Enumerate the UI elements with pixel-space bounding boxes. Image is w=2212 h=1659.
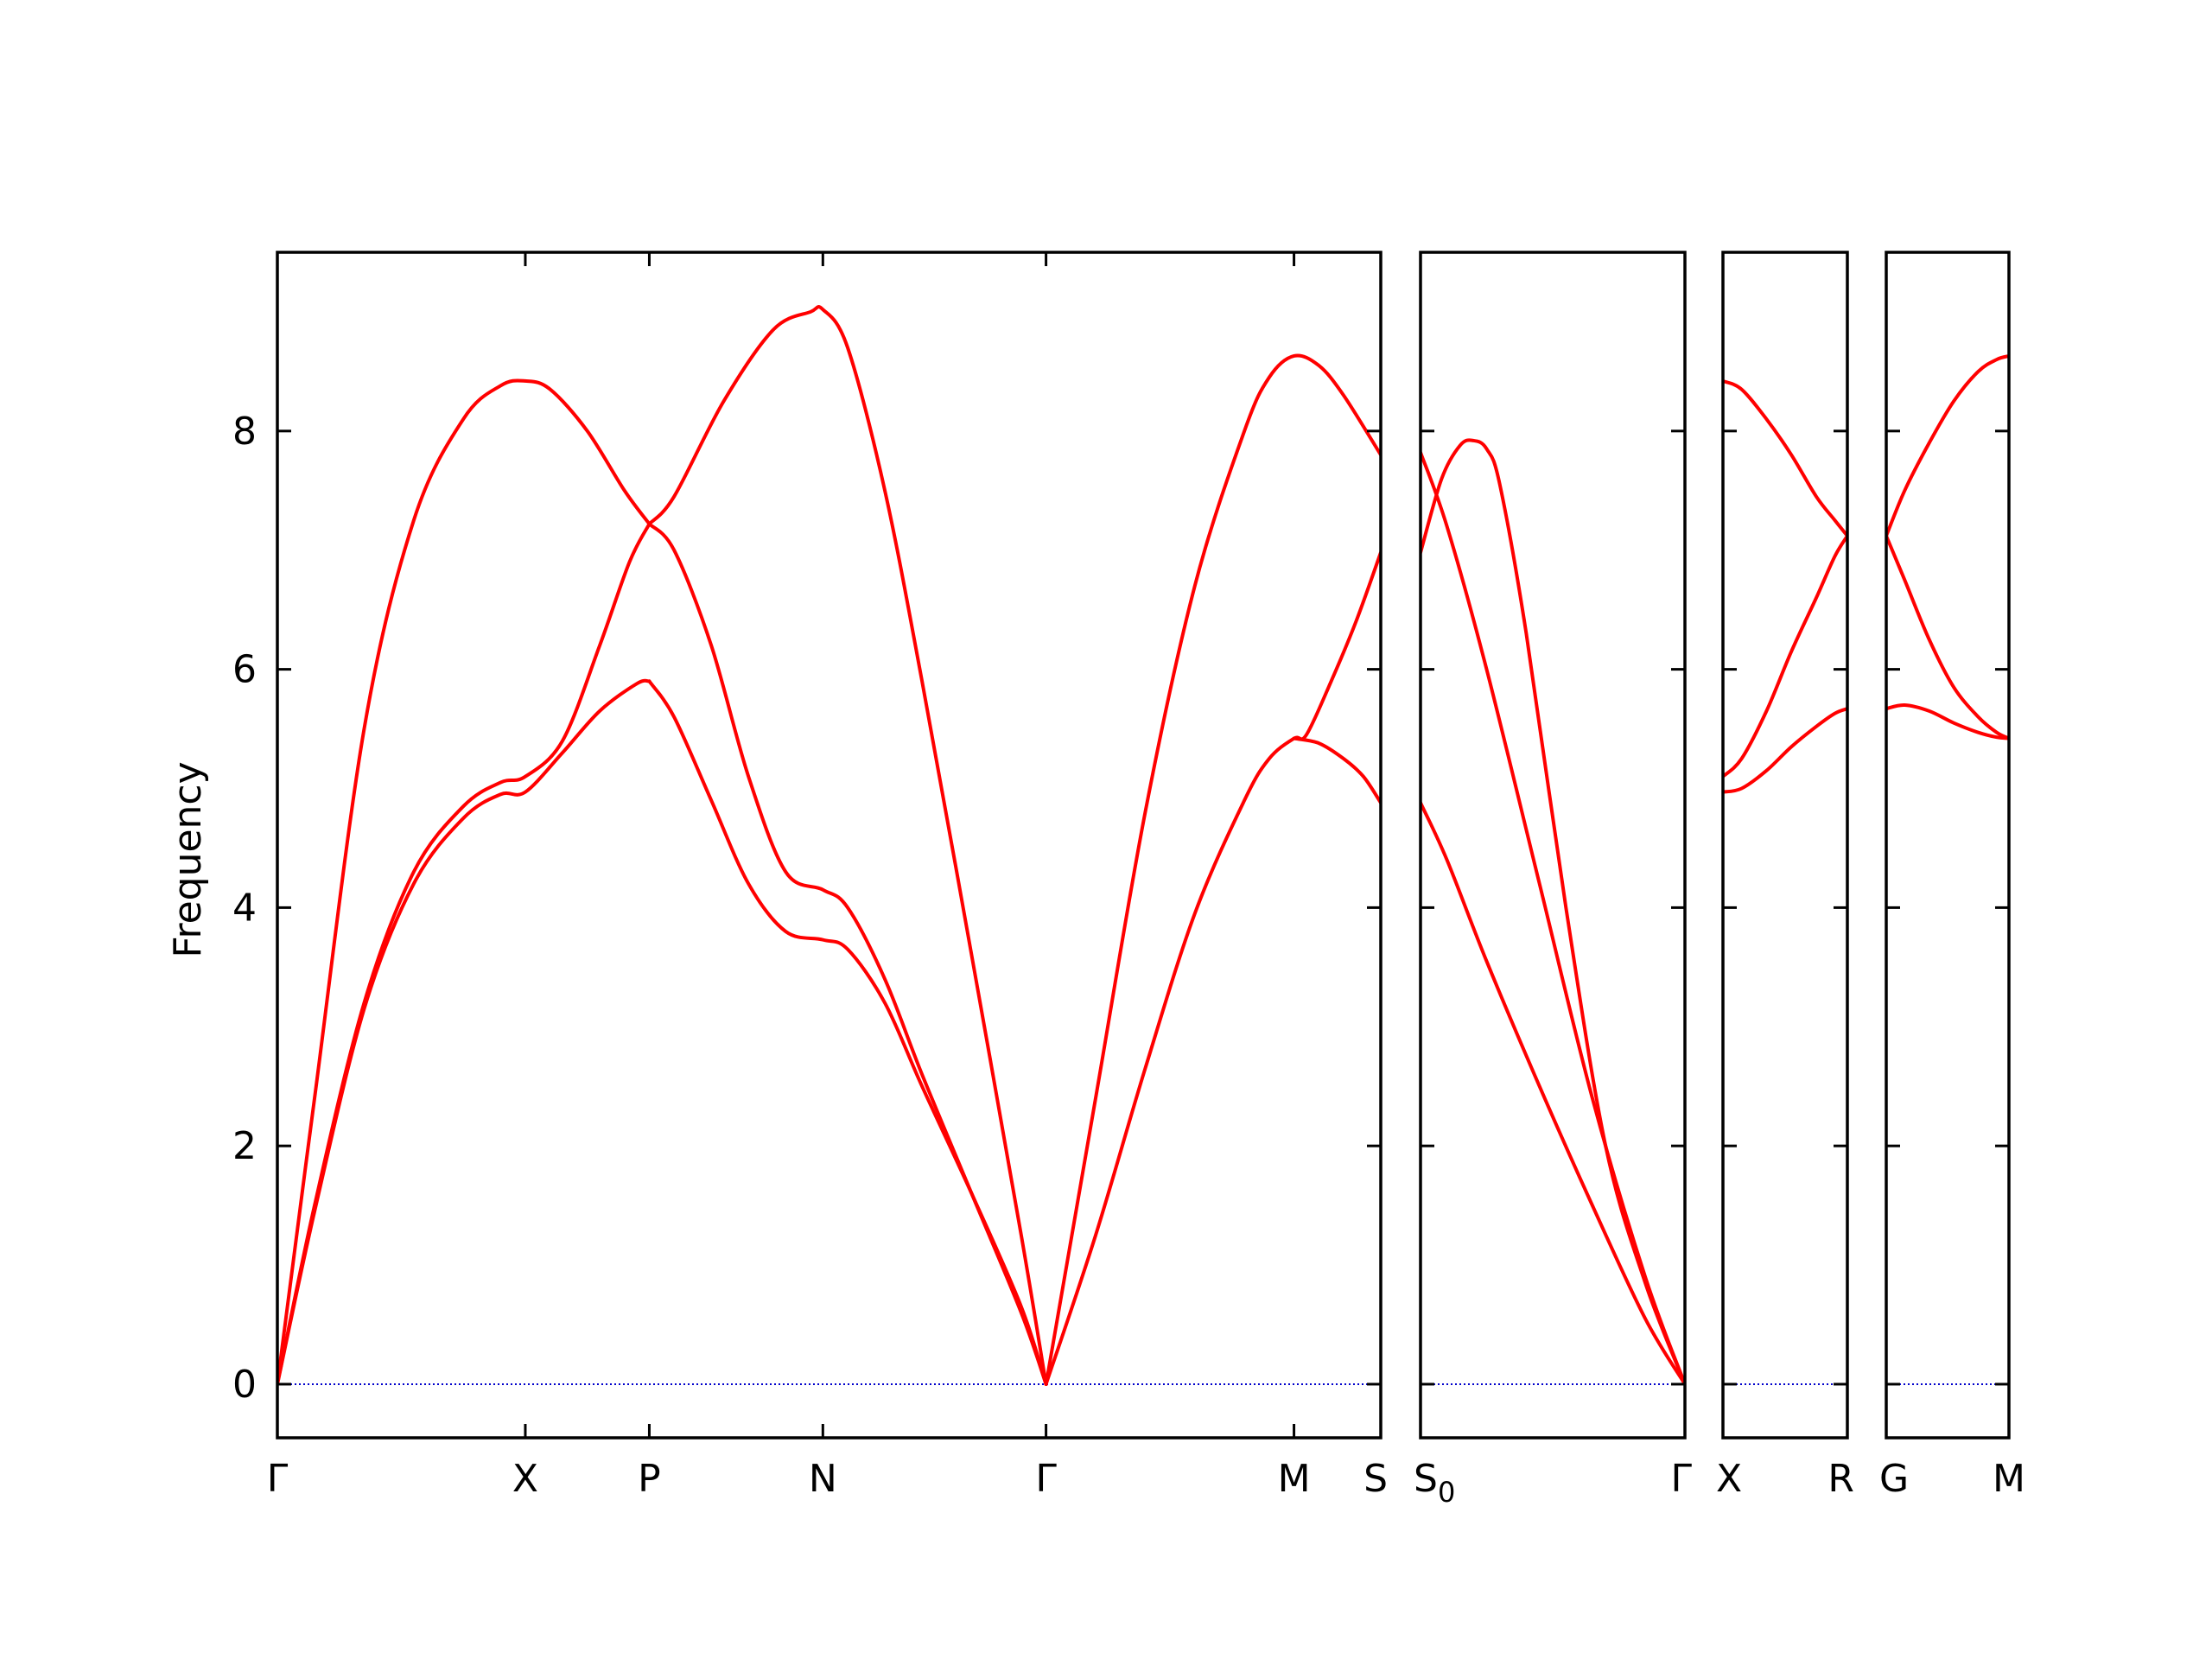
x-tick-label-subscript: 0 [1438,1476,1455,1509]
y-tick-label: 0 [232,1363,257,1407]
y-tick-label: 2 [232,1124,257,1168]
band-line [1886,353,2009,538]
x-tick-label: X [1716,1457,1742,1501]
x-tick-label: S [1363,1457,1388,1501]
y-tick-label: 8 [232,410,257,454]
band-line [1044,550,1381,1386]
band-line [647,522,1048,1386]
band-line [1044,353,1381,1386]
bands-group [277,305,1381,1386]
band-line [1723,707,1847,794]
x-tick-label: P [638,1457,661,1501]
band-line [1421,438,1685,1386]
panel-2: S0 Γ [1414,251,1692,1509]
band-line [1723,534,1847,779]
panel-frame [1419,251,1687,1440]
band-line [1886,534,2009,741]
x-tick-label: G [1879,1457,1909,1501]
x-tick-label: Γ [1670,1457,1692,1501]
x-tick-label: Γ [267,1457,289,1501]
y-axis-label: Frequency [166,761,210,957]
band-line [1292,736,1381,805]
panel-1: Γ X P N Γ M S 0 2 4 6 8 [232,251,1388,1501]
x-tick-label: S0 [1414,1457,1455,1509]
panel-frame [1885,251,2011,1440]
x-tick-label: N [809,1457,837,1501]
x-tick-label: R [1827,1457,1854,1501]
bands-group [1723,378,1847,794]
band-line [647,679,1048,1386]
band-line [1723,378,1847,538]
x-tick-label: Γ [1035,1457,1057,1501]
band-line [647,305,1048,1386]
bands-group [1421,438,1685,1386]
x-tick-label: M [1278,1457,1311,1501]
y-tick-label: 4 [232,886,257,930]
x-tick-label: X [512,1457,538,1501]
x-tick-label: M [1993,1457,2025,1501]
y-tick-label: 6 [232,648,257,692]
bands-group [1886,353,2009,741]
band-line [277,378,652,1386]
panel-frame [1721,251,1849,1440]
band-line [1421,801,1685,1386]
band-line [1421,450,1685,1386]
band-line [277,678,652,1386]
band-line [1886,702,2009,741]
panel-frame [276,251,1382,1440]
